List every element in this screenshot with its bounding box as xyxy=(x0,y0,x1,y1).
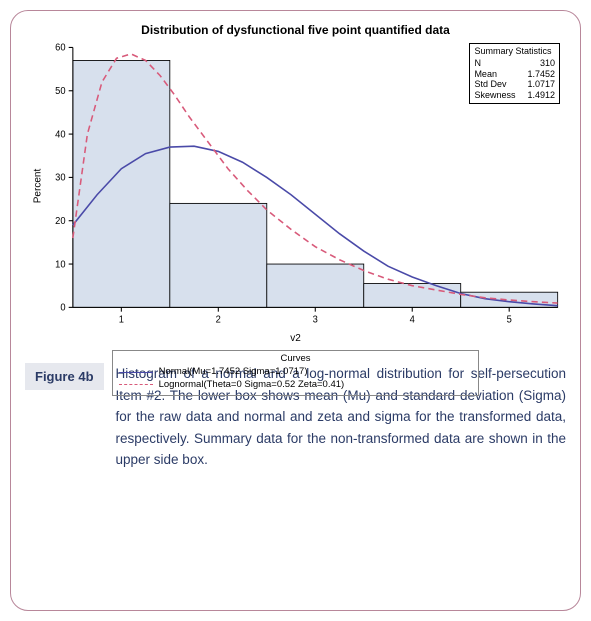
svg-text:40: 40 xyxy=(55,129,65,140)
svg-text:30: 30 xyxy=(55,173,65,184)
stats-row: Std Dev1.0717 xyxy=(474,79,555,90)
svg-text:5: 5 xyxy=(507,314,512,325)
y-axis-label: Percent xyxy=(33,169,44,203)
svg-text:20: 20 xyxy=(55,216,65,227)
figure-label: Figure 4b xyxy=(25,363,104,390)
svg-text:4: 4 xyxy=(410,314,415,325)
legend-box: Curves Normal(Mu=1.7452 Sigma=1.0717) Lo… xyxy=(112,350,480,396)
chart-title: Distribution of dysfunctional five point… xyxy=(25,23,566,37)
svg-text:1: 1 xyxy=(119,314,124,325)
svg-text:10: 10 xyxy=(55,259,65,270)
legend-swatch-normal xyxy=(119,372,153,373)
legend-label-lognormal: Lognormal(Theta=0 Sigma=0.52 Zeta=0.41) xyxy=(159,379,345,391)
legend-row-normal: Normal(Mu=1.7452 Sigma=1.0717) xyxy=(119,366,473,378)
stats-title: Summary Statistics xyxy=(474,46,555,57)
stats-row: Skewness1.4912 xyxy=(474,90,555,101)
plot-wrapper: Percent 0 10 20 30 40 50 60 1 2 3 4 5 Summary Stati… xyxy=(25,41,566,331)
stats-row: N310 xyxy=(474,58,555,69)
legend-swatch-lognormal xyxy=(119,384,153,385)
svg-text:2: 2 xyxy=(216,314,221,325)
svg-text:3: 3 xyxy=(313,314,318,325)
stats-row: Mean1.7452 xyxy=(474,69,555,80)
legend-title: Curves xyxy=(119,353,473,365)
legend-row-lognormal: Lognormal(Theta=0 Sigma=0.52 Zeta=0.41) xyxy=(119,379,473,391)
summary-stats-box: Summary Statistics N310Mean1.7452Std Dev… xyxy=(469,43,560,104)
x-axis-label: v2 xyxy=(25,333,566,344)
legend-label-normal: Normal(Mu=1.7452 Sigma=1.0717) xyxy=(159,366,308,378)
svg-text:0: 0 xyxy=(60,302,65,313)
chart-area: Distribution of dysfunctional five point… xyxy=(25,23,566,353)
svg-text:50: 50 xyxy=(55,86,65,97)
figure-frame: Distribution of dysfunctional five point… xyxy=(10,10,581,611)
svg-text:60: 60 xyxy=(55,43,65,54)
